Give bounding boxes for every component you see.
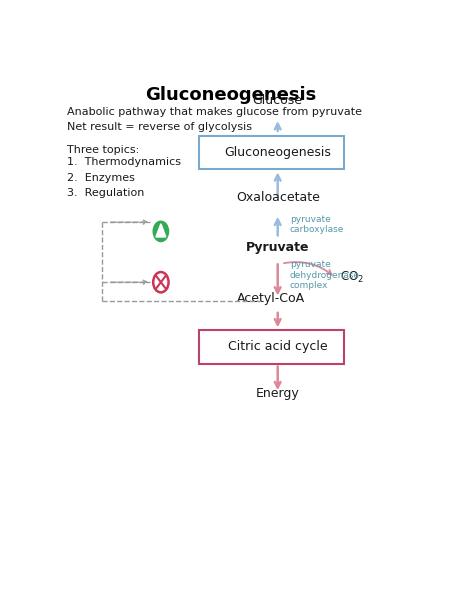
Circle shape — [153, 221, 169, 242]
Text: Oxaloacetate: Oxaloacetate — [236, 191, 320, 203]
Text: Anabolic pathway that makes glucose from pyruvate: Anabolic pathway that makes glucose from… — [67, 107, 362, 116]
Text: Glucose: Glucose — [253, 94, 303, 107]
Text: Net result = reverse of glycolysis: Net result = reverse of glycolysis — [67, 122, 252, 132]
Text: Energy: Energy — [256, 387, 300, 400]
Text: 2.  Enzymes: 2. Enzymes — [67, 173, 135, 183]
Text: pyruvate
carboxylase: pyruvate carboxylase — [290, 215, 344, 234]
Text: Acetyl-CoA: Acetyl-CoA — [237, 292, 305, 305]
FancyBboxPatch shape — [199, 330, 344, 364]
Polygon shape — [156, 224, 166, 237]
Text: CO$_2$: CO$_2$ — [341, 270, 364, 285]
Text: 1.  Thermodynamics: 1. Thermodynamics — [67, 157, 181, 167]
Text: 3.  Regulation: 3. Regulation — [67, 188, 144, 198]
Text: Pyruvate: Pyruvate — [246, 241, 310, 254]
Text: Citric acid cycle: Citric acid cycle — [228, 340, 328, 353]
FancyBboxPatch shape — [199, 136, 344, 169]
Text: pyruvate
dehydrogenase
complex: pyruvate dehydrogenase complex — [290, 260, 360, 290]
Text: Gluconeogenesis: Gluconeogenesis — [224, 146, 331, 160]
Circle shape — [153, 272, 169, 292]
Text: Gluconeogenesis: Gluconeogenesis — [145, 86, 316, 104]
Text: Three topics:: Three topics: — [67, 145, 139, 155]
